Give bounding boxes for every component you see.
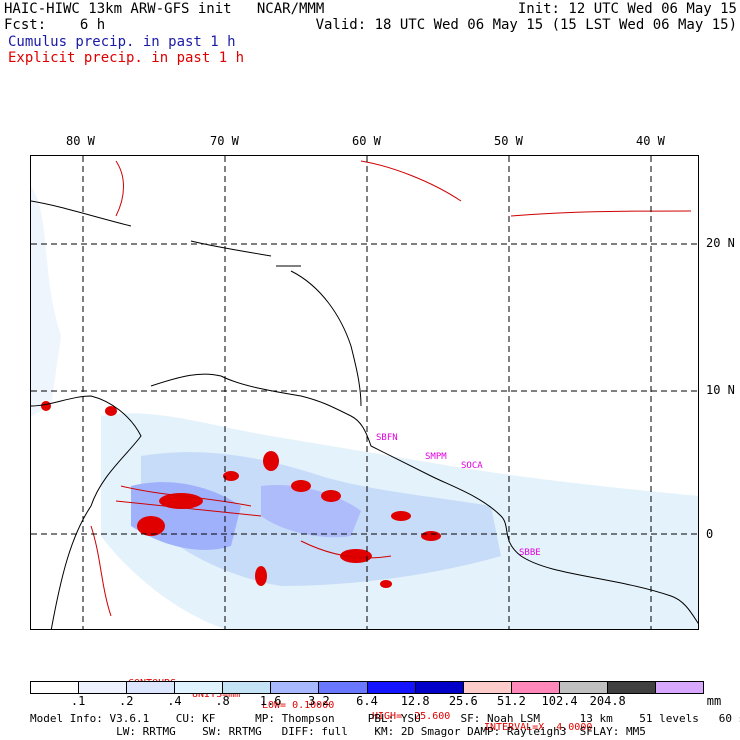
legend-level-label: 1.6 bbox=[259, 694, 282, 708]
legend-level-label: .1 bbox=[70, 694, 86, 708]
legend-level-label: 25.6 bbox=[448, 694, 478, 708]
explicit-precip-contours bbox=[90, 160, 692, 617]
contours-interval: INTERVAL=X 4.0000 bbox=[484, 722, 593, 733]
title-line: HAIC-HIWC 13km ARW-GFS init NCAR/MMM bbox=[4, 1, 325, 17]
legend-swatch bbox=[319, 682, 368, 693]
contours-units: UNITS=mm bbox=[192, 689, 241, 700]
station-sbbe: SBBE bbox=[519, 548, 541, 558]
coastlines bbox=[31, 200, 698, 629]
lon-label-50w: 50 W bbox=[494, 134, 523, 148]
precip-map: SBFN SMPM SOCA SBBE bbox=[30, 155, 699, 630]
lat-label-20n: 20 N bbox=[706, 236, 735, 250]
model-info-line1: Model Info: V3.6.1 CU: KF MP: Thompson P… bbox=[30, 712, 740, 725]
lon-label-80w: 80 W bbox=[66, 134, 95, 148]
forecast-hour: Fcst: 6 h bbox=[4, 17, 106, 33]
legend-swatch bbox=[559, 682, 608, 693]
grid-lines bbox=[31, 156, 698, 629]
contours-low: LOW= 0.10000 bbox=[262, 700, 335, 711]
precip-color-bar bbox=[30, 681, 704, 694]
map-canvas bbox=[31, 156, 698, 629]
station-soca: SOCA bbox=[461, 461, 483, 471]
legend-swatch bbox=[607, 682, 657, 693]
station-sbfn: SBFN bbox=[376, 433, 398, 443]
station-smpm: SMPM bbox=[425, 452, 447, 462]
legend-level-label: .4 bbox=[167, 694, 182, 708]
valid-time: Valid: 18 UTC Wed 06 May 15 (15 LST Wed … bbox=[315, 17, 737, 33]
lat-label-0: 0 bbox=[706, 527, 714, 541]
legend-swatch bbox=[175, 682, 224, 693]
legend-swatch bbox=[463, 682, 512, 693]
legend-swatch bbox=[367, 682, 416, 693]
lon-label-40w: 40 W bbox=[636, 134, 665, 148]
legend-level-label: .2 bbox=[119, 694, 134, 708]
model-info-line2: LW: RRTMG SW: RRTMG DIFF: full KM: 2D Sm… bbox=[30, 725, 646, 738]
cumulus-precip-label: Cumulus precip. in past 1 h bbox=[8, 34, 236, 50]
lon-label-60w: 60 W bbox=[352, 134, 381, 148]
legend-swatch bbox=[415, 682, 464, 693]
legend-level-label: 102.4 bbox=[541, 694, 578, 708]
legend-unit: mm bbox=[706, 694, 722, 708]
legend-level-label: 6.4 bbox=[356, 694, 378, 708]
lon-label-70w: 70 W bbox=[210, 134, 239, 148]
legend-level-label: 204.8 bbox=[589, 694, 626, 708]
legend-level-label: 12.8 bbox=[400, 694, 430, 708]
explicit-precip-label: Explicit precip. in past 1 h bbox=[8, 50, 245, 66]
contours-high: HIGH= 25.600 bbox=[372, 711, 451, 722]
init-time: Init: 12 UTC Wed 06 May 15 bbox=[517, 1, 737, 17]
legend-swatch bbox=[31, 682, 80, 693]
legend-swatch bbox=[656, 682, 704, 693]
legend-swatch bbox=[271, 682, 320, 693]
legend-level-label: 3.2 bbox=[308, 694, 330, 708]
legend-swatch bbox=[79, 682, 128, 693]
legend-swatch bbox=[223, 682, 272, 693]
legend-swatch bbox=[511, 682, 560, 693]
legend-level-label: 51.2 bbox=[496, 694, 526, 708]
legend-level-label: .8 bbox=[215, 694, 230, 708]
legend-swatch bbox=[127, 682, 176, 693]
cumulus-precip-field bbox=[31, 186, 698, 629]
lat-label-10n: 10 N bbox=[706, 383, 735, 397]
